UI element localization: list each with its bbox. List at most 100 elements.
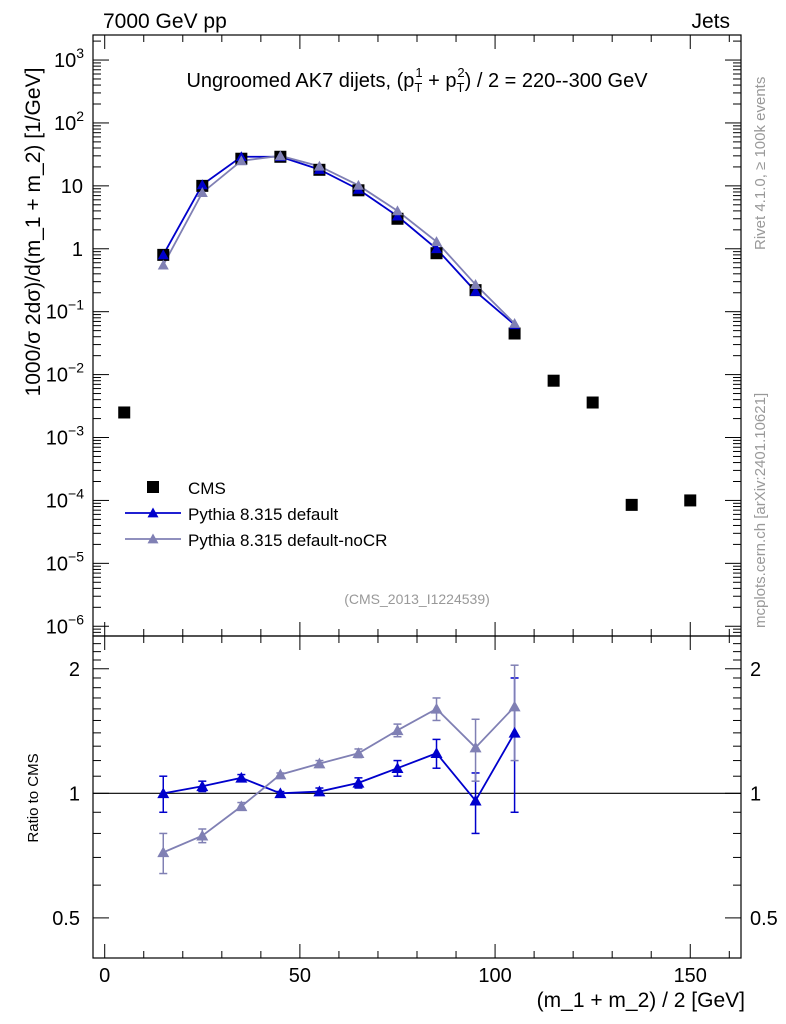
y-tick-exponent: −5	[68, 548, 84, 564]
data-point-cms	[684, 494, 697, 507]
header-left-label: 7000 GeV pp	[103, 10, 227, 33]
mc-point-ratio	[313, 785, 326, 797]
mc-point-ratio	[313, 757, 326, 769]
y-tick-label-main: 10	[61, 176, 83, 198]
rivet-version-label: Rivet 4.1.0, ≥ 100k events	[752, 77, 769, 250]
mc-point-ratio	[469, 794, 482, 806]
mcplots-label: mcplots.cern.ch [arXiv:2401.10621]	[752, 393, 769, 628]
title-suffix: ) / 2 = 220--300 GeV	[465, 70, 649, 92]
y-tick-base: 10	[46, 553, 68, 575]
title-mid: + p	[423, 70, 457, 92]
main-line-Pythia-8.315-default	[162, 155, 516, 326]
mc-point-ratio	[274, 768, 287, 780]
y-tick-base: 10	[46, 616, 68, 638]
y-tick-label-main: 103	[54, 45, 84, 72]
legend-label: Pythia 8.315 default-noCR	[188, 531, 387, 550]
legend-label: Pythia 8.315 default	[188, 505, 339, 524]
y-tick-label-main: 10−3	[46, 423, 84, 450]
y-tick-label-main: 1	[72, 239, 83, 261]
y-tick-label-ratio-right: 0.5	[750, 908, 778, 930]
title-sup2: 2	[457, 65, 464, 80]
tick-labels: 0 50 100 15010310210110−110−210−310−410−510…	[46, 45, 778, 987]
mc-point-main	[157, 259, 169, 270]
y-tick-base: 10	[46, 490, 68, 512]
ratio-line-Pythia-8.315-default-noCR	[162, 706, 516, 854]
mc-point-main	[313, 160, 325, 171]
data-point-cms	[508, 327, 521, 340]
mc-point-main	[196, 179, 208, 190]
x-axis-label: (m_1 + m_2) / 2 [GeV]	[537, 989, 745, 1012]
legend-label: CMS	[188, 479, 226, 498]
mc-point-main	[274, 150, 286, 161]
y-tick-exponent: −1	[68, 297, 84, 313]
y-tick-label-main: 10−6	[46, 611, 84, 638]
ratio-y-axis-label: Ratio to CMS	[25, 753, 42, 842]
x-tick-label: 150	[674, 965, 707, 987]
mc-point-ratio	[157, 787, 170, 799]
mc-point-main	[470, 285, 482, 296]
title-sup1: 1	[415, 65, 422, 80]
mc-point-ratio	[157, 846, 170, 858]
title-prefix: Ungroomed AK7 dijets, (p	[186, 70, 414, 92]
y-tick-base: 10	[46, 428, 68, 450]
data-point-cms	[625, 498, 638, 511]
y-tick-exponent: 2	[76, 108, 84, 124]
mc-point-ratio	[469, 741, 482, 753]
y-tick-label-main: 10−5	[46, 548, 84, 575]
mc-point-ratio	[430, 747, 443, 759]
y-tick-label-main: 102	[54, 108, 84, 135]
y-tick-label-ratio: 2	[69, 659, 80, 681]
legend: CMS Pythia 8.315 default Pythia 8.315 defa…	[125, 479, 387, 550]
mc-point-main	[391, 210, 403, 221]
y-tick-label-main: 10−4	[46, 485, 84, 512]
title-sub2: T	[456, 80, 464, 95]
chart-title: Ungroomed AK7 dijets, (pT1 + pT2) / 2 = …	[186, 65, 648, 95]
mc-point-ratio	[235, 771, 248, 783]
main-y-axis-label: 1000/σ 2dσ)/d(m_1 + m_2) [1/GeV]	[22, 68, 45, 397]
ratio-plot-frame	[92, 635, 742, 959]
x-tick-label: 50	[289, 965, 311, 987]
x-tick-label: 0	[99, 965, 110, 987]
y-tick-base: 10	[46, 302, 68, 324]
mc-point-ratio	[430, 702, 443, 714]
y-tick-base: 10	[54, 50, 76, 72]
mc-point-main	[509, 317, 521, 328]
ratio-line-Pythia-8.315-default	[163, 732, 516, 803]
legend-marker-cms	[147, 481, 159, 493]
mc-point-ratio	[196, 829, 209, 841]
data-point-cms	[547, 374, 560, 387]
mc-point-ratio	[235, 800, 248, 812]
legend-marker-triangle	[147, 507, 159, 518]
mc-point-ratio	[391, 762, 404, 774]
y-tick-label-main: 10−1	[46, 297, 84, 324]
mc-point-ratio	[196, 780, 209, 792]
y-tick-base: 10	[61, 176, 83, 198]
mc-point-ratio	[508, 726, 521, 738]
mc-point-ratio	[352, 776, 365, 788]
y-tick-exponent: −2	[68, 360, 84, 376]
mc-point-main	[470, 279, 482, 289]
mc-point-ratio	[274, 787, 287, 799]
y-tick-label-ratio: 1	[69, 783, 80, 805]
y-tick-exponent: 3	[76, 45, 84, 61]
y-tick-label-ratio: 0.5	[52, 908, 80, 930]
mc-point-main	[431, 243, 443, 254]
analysis-id-label: (CMS_2013_I1224539)	[344, 591, 490, 607]
y-tick-exponent: −3	[68, 423, 84, 439]
mc-point-main	[391, 205, 403, 216]
x-tick-label: 100	[478, 965, 511, 987]
mc-point-main	[235, 155, 247, 166]
y-tick-label-ratio-right: 2	[750, 659, 761, 681]
y-tick-label-ratio-right: 1	[750, 783, 761, 805]
mc-point-main	[352, 179, 364, 190]
y-tick-exponent: −6	[68, 611, 84, 627]
mc-point-ratio	[508, 700, 521, 712]
y-tick-label-main: 10−2	[46, 360, 84, 387]
main-line-Pythia-8.315-default-noCR	[162, 154, 516, 325]
axis-ticks	[93, 35, 741, 959]
title-sub1: T	[414, 80, 422, 95]
mc-point-ratio	[352, 747, 365, 759]
data-point-cms	[586, 396, 599, 409]
mc-point-main	[431, 236, 443, 247]
